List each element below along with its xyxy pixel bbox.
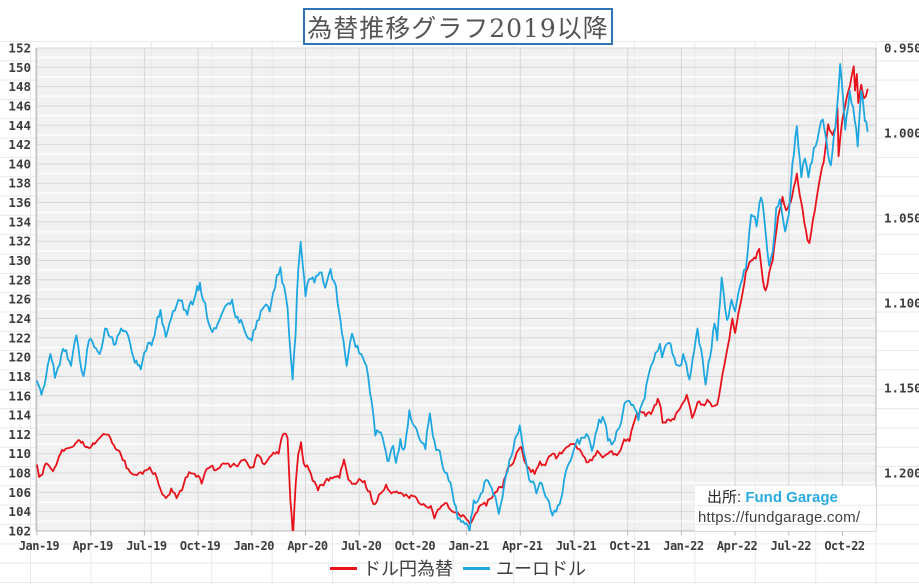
left-axis-tick-label: 142	[8, 137, 31, 152]
x-axis-tick-label: Jan-20	[234, 539, 275, 553]
source-site-name: Fund Garage	[745, 489, 838, 506]
x-axis-tick-label: Jan-21	[448, 539, 489, 553]
left-axis-tick-label: 128	[8, 272, 31, 287]
left-axis-tick-label: 116	[8, 388, 31, 403]
left-axis-tick-label: 106	[8, 485, 31, 500]
left-axis-tick-label: 136	[8, 195, 31, 210]
source-url: https://fundgarage.com/	[698, 509, 861, 526]
right-axis-tick-label: 1.200	[884, 466, 919, 481]
x-axis-tick-label: Jul-19	[126, 539, 167, 553]
usdjpy-series-line	[36, 65, 869, 531]
left-axis-tick-label: 120	[8, 350, 31, 365]
left-axis-tick-label: 138	[8, 176, 31, 191]
chart-title-text: 為替推移グラフ2019以降	[307, 13, 609, 43]
left-axis-tick-label: 126	[8, 292, 31, 307]
left-axis-tick-label: 124	[8, 311, 31, 326]
left-axis-tick-label: 118	[8, 369, 31, 384]
x-axis-tick-label: Jan-22	[663, 539, 704, 553]
left-axis-tick-label: 104	[8, 504, 31, 519]
left-axis-tick-label: 148	[8, 79, 31, 94]
source-prefix: 出所:	[707, 489, 742, 506]
left-axis-tick-label: 134	[8, 214, 31, 229]
right-axis-tick-label: 0.950	[884, 41, 919, 56]
left-axis-tick-label: 150	[8, 60, 31, 75]
chart-legend: ドル円為替 ユーロドル	[330, 556, 596, 580]
axis-labels: 152 150 148 146 144 142 140 138 136 134 132 130 128 1…	[8, 41, 919, 554]
legend-item-eurusd: ユーロドル	[463, 555, 586, 581]
left-axis-tick-label: 114	[8, 408, 31, 423]
x-axis-tick-label: Oct-19	[180, 539, 221, 553]
x-axis-tick-label: Oct-21	[610, 539, 651, 553]
x-axis-tick-label: Jul-21	[556, 539, 597, 553]
x-axis-tick-label: Oct-20	[395, 539, 436, 553]
left-axis-tick-label: 112	[8, 427, 31, 442]
right-axis-tick-label: 1.100	[884, 296, 919, 311]
usdjpy-line-swatch	[330, 566, 357, 570]
x-axis-tick-label: Oct-22	[824, 539, 865, 553]
source-background	[694, 486, 876, 531]
left-axis-tick-label: 132	[8, 234, 31, 249]
source-attribution: 出所: Fund Garage https://fundgarage.com/	[698, 488, 876, 528]
x-axis-tick-label: Apr-19	[73, 539, 114, 553]
x-axis-tick-label: Jul-22	[771, 539, 812, 553]
legend-item-usdjpy: ドル円為替	[330, 555, 453, 581]
left-axis-tick-label: 140	[8, 156, 31, 171]
left-axis-tick-label: 146	[8, 98, 31, 113]
eurusd-series-line	[36, 63, 869, 531]
left-axis-tick-label: 144	[8, 118, 31, 133]
source-line: 出所: Fund Garage	[698, 488, 876, 508]
left-axis-tick-label: 122	[8, 330, 31, 345]
gridlines	[36, 47, 876, 532]
left-axis-tick-label: 102	[8, 524, 31, 539]
x-axis-tick-label: Apr-20	[287, 539, 328, 553]
usdjpy-legend-label: ドル円為替	[363, 559, 453, 580]
x-axis-tick-label: Jul-20	[341, 539, 382, 553]
right-axis-tick-label: 1.000	[884, 126, 919, 141]
eurusd-line-swatch	[463, 566, 490, 570]
x-axis-tick-label: Jan-19	[19, 539, 60, 553]
chart-title: 為替推移グラフ2019以降	[303, 8, 613, 45]
x-axis-tick-label: Apr-21	[502, 539, 543, 553]
right-axis-tick-label: 1.050	[884, 211, 919, 226]
left-axis-tick-label: 108	[8, 466, 31, 481]
x-axis-tick-label: Apr-22	[717, 539, 758, 553]
left-axis-tick-label: 130	[8, 253, 31, 268]
eurusd-legend-label: ユーロドル	[496, 559, 586, 580]
left-axis-tick-label: 110	[8, 446, 31, 461]
left-axis-tick-label: 152	[8, 41, 31, 56]
right-axis-tick-label: 1.150	[884, 381, 919, 396]
